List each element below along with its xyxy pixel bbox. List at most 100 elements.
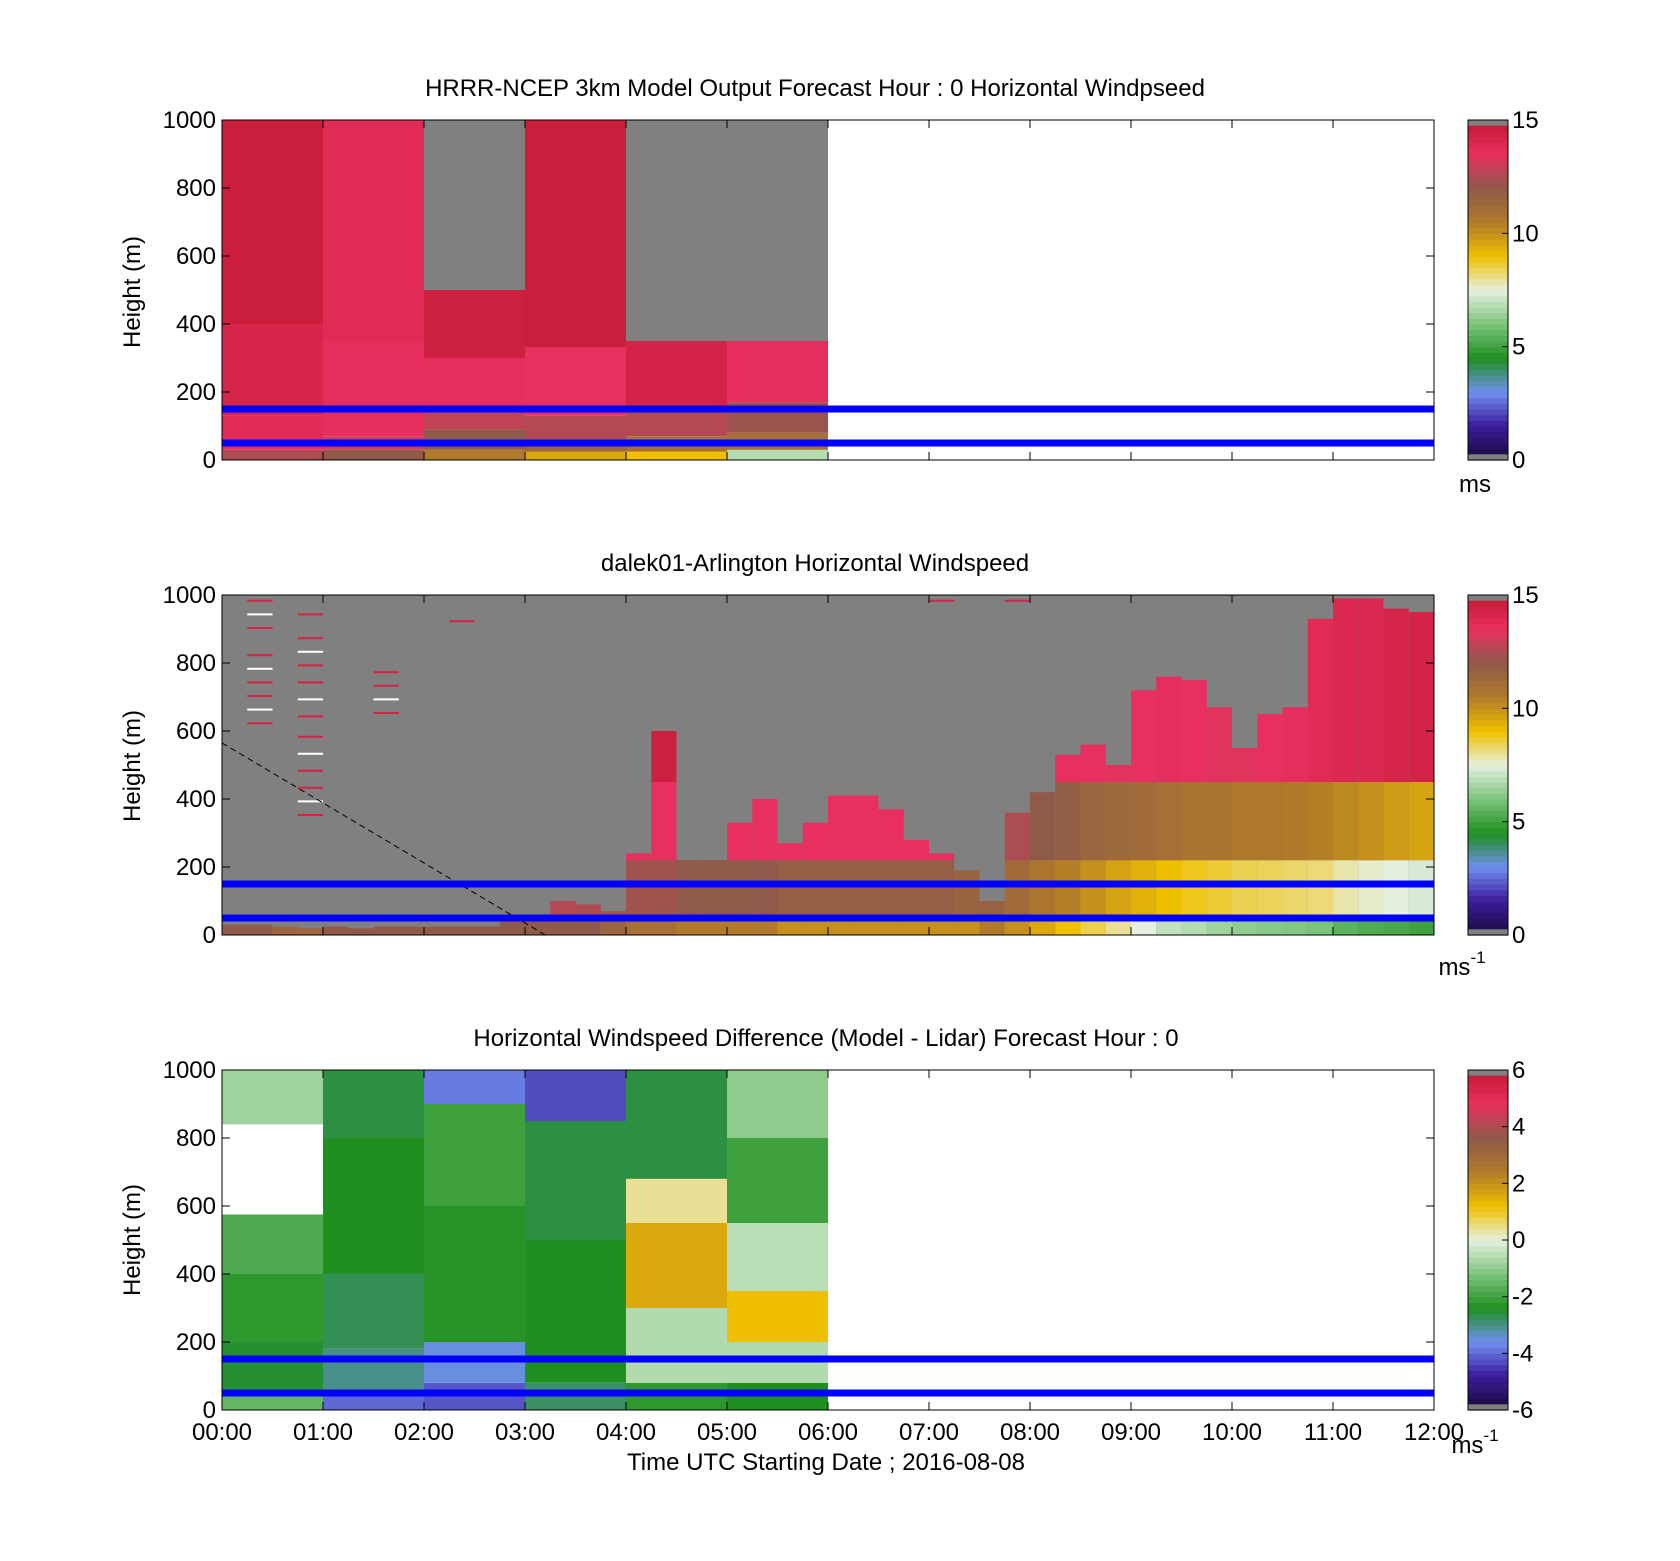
heatmap-cell: [297, 800, 323, 803]
colorbar-segment: [1468, 335, 1508, 342]
colorbar-segment: [1468, 1200, 1508, 1207]
colorbar-segment: [1468, 1177, 1508, 1184]
colorbar-segment: [1468, 1092, 1508, 1099]
heatmap-cell: [499, 921, 525, 935]
heatmap-cell: [323, 120, 424, 341]
y-tick-label: 600: [176, 718, 216, 745]
colorbar-segment: [1468, 861, 1508, 868]
colorbar-segment: [1468, 617, 1508, 624]
heatmap-cell: [247, 708, 273, 711]
heatmap-cell: [903, 839, 929, 861]
heatmap-cell: [1206, 707, 1232, 782]
colorbar-segment: [1468, 680, 1508, 687]
heatmap-cell: [525, 415, 626, 440]
heatmap-cell: [550, 901, 576, 915]
heatmap-cell: [449, 926, 475, 935]
colorbar-segment: [1468, 227, 1508, 234]
colorbar-segment: [1468, 770, 1508, 777]
colorbar-segment: [1468, 1149, 1508, 1156]
heatmap-cell: [424, 449, 525, 460]
y-tick-label: 1000: [163, 107, 216, 134]
colorbar-segment: [1468, 640, 1508, 647]
colorbar-segment: [1468, 1296, 1508, 1303]
colorbar-segment: [1468, 1274, 1508, 1281]
colorbar-segment: [1468, 301, 1508, 308]
heatmap-cell: [398, 926, 424, 935]
heatmap-cell: [348, 928, 374, 935]
heatmap-cell: [651, 731, 677, 782]
colorbar-segment: [1468, 403, 1508, 410]
colorbar-segment: [1468, 1087, 1508, 1094]
colorbar-segment: [1468, 1194, 1508, 1201]
heatmap-cell: [1232, 782, 1258, 861]
colorbar-segment: [1468, 1336, 1508, 1343]
heatmap-cell: [474, 926, 500, 935]
colorbar-tick-label: 15: [1512, 107, 1539, 134]
colorbar-segment: [1468, 312, 1508, 319]
heatmap-cell: [727, 341, 828, 403]
colorbar-segment: [1468, 691, 1508, 698]
colorbar-end-cap: [1468, 454, 1508, 460]
heatmap-cell: [449, 620, 475, 623]
heatmap-cell: [1257, 782, 1283, 861]
y-tick-label: 0: [203, 922, 216, 949]
colorbar-segment: [1468, 1234, 1508, 1241]
colorbar-segment: [1468, 239, 1508, 246]
colorbar-segment: [1468, 380, 1508, 387]
colorbar-segment: [1468, 1081, 1508, 1088]
heatmap-cell: [1307, 782, 1333, 861]
heatmap-cell: [525, 451, 626, 460]
heatmap-cell: [626, 1178, 727, 1223]
colorbar-segment: [1468, 426, 1508, 433]
heatmap-cell: [626, 409, 727, 437]
heatmap-cell: [247, 924, 273, 935]
heatmap-cell: [626, 451, 727, 460]
colorbar-segment: [1468, 1393, 1508, 1400]
heatmap-cell: [323, 1138, 424, 1274]
colorbar-segment: [1468, 324, 1508, 331]
colorbar-segment: [1468, 414, 1508, 421]
heatmap-cell: [1307, 618, 1333, 782]
heatmap-cell: [247, 626, 273, 629]
y-tick-label: 600: [176, 243, 216, 270]
x-tick-label: 02:00: [394, 1419, 454, 1446]
colorbar-segment: [1468, 1172, 1508, 1179]
colorbar-segment: [1468, 833, 1508, 840]
heatmap-cell: [222, 1274, 323, 1342]
colorbar-segment: [1468, 793, 1508, 800]
colorbar-segment: [1468, 1313, 1508, 1320]
colorbar-tick-label: 4: [1512, 1114, 1525, 1141]
heatmap-cell: [272, 926, 298, 935]
heatmap-cell: [424, 926, 450, 935]
colorbar-segment: [1468, 1398, 1508, 1405]
colorbar-segment: [1468, 290, 1508, 297]
colorbar-segment: [1468, 341, 1508, 348]
colorbar-segment: [1468, 731, 1508, 738]
colorbar-segment: [1468, 125, 1508, 132]
heatmap-cell: [424, 358, 525, 406]
heatmap-cell: [1282, 707, 1308, 782]
colorbar-segment: [1468, 1098, 1508, 1105]
colorbar-segment: [1468, 753, 1508, 760]
colorbar-segment: [1468, 267, 1508, 274]
heatmap-cell: [247, 613, 273, 616]
heatmap-cell: [323, 341, 424, 437]
colorbar-tick-label: 15: [1512, 582, 1539, 609]
colorbar-segment: [1468, 1160, 1508, 1167]
heatmap-cell: [424, 1104, 525, 1206]
colorbar-segment: [1468, 889, 1508, 896]
colorbar-segment: [1468, 1308, 1508, 1315]
colorbar-segment: [1468, 1155, 1508, 1162]
colorbar-segment: [1468, 787, 1508, 794]
colorbar-segment: [1468, 244, 1508, 251]
heatmap-cell: [1156, 676, 1182, 782]
heatmap-cell: [297, 928, 323, 935]
panel-lidar-colorbar-unit: ms-1: [1438, 948, 1485, 981]
colorbar-segment: [1468, 182, 1508, 189]
panel-lidar: dalek01-Arlington Horizontal Windspeed H…: [119, 550, 1539, 981]
colorbar-segment: [1468, 674, 1508, 681]
heatmap-cell: [297, 664, 323, 667]
colorbar-segment: [1468, 142, 1508, 149]
x-tick-label: 10:00: [1202, 1419, 1262, 1446]
colorbar-segment: [1468, 1319, 1508, 1326]
